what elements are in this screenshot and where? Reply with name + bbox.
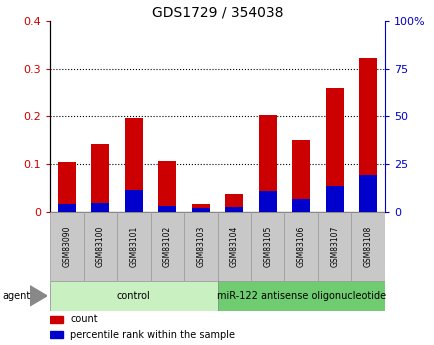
Bar [317,212,351,281]
Text: GSM83106: GSM83106 [296,226,305,267]
Bar [358,58,377,212]
Polygon shape [30,286,47,306]
Text: percentile rank within the sample: percentile rank within the sample [70,330,235,340]
Bar [158,161,176,212]
Bar [191,208,210,212]
Text: GSM83090: GSM83090 [62,226,71,267]
Bar [250,212,284,281]
Bar [50,316,62,323]
Bar [284,212,317,281]
Bar [57,204,76,212]
Text: GSM83101: GSM83101 [129,226,138,267]
Text: count: count [70,314,98,324]
Bar [217,212,250,281]
Bar [150,212,184,281]
Bar [50,331,62,338]
Text: agent: agent [2,291,30,301]
Bar [325,88,343,212]
Title: GDS1729 / 354038: GDS1729 / 354038 [151,6,283,20]
Text: GSM83103: GSM83103 [196,226,205,267]
Bar [124,190,143,212]
Bar [291,199,310,212]
Text: GSM83108: GSM83108 [363,226,372,267]
Bar [217,281,384,310]
Bar [258,191,276,212]
Bar [325,186,343,212]
Bar [158,206,176,212]
Bar [351,212,384,281]
Bar [184,212,217,281]
Text: GSM83104: GSM83104 [229,226,238,267]
Text: GSM83107: GSM83107 [329,226,339,267]
Bar [191,204,210,212]
Bar [124,118,143,212]
Bar [224,207,243,212]
Bar [291,140,310,212]
Text: GSM83105: GSM83105 [263,226,272,267]
Text: miR-122 antisense oligonucleotide: miR-122 antisense oligonucleotide [216,291,385,301]
Bar [50,281,217,310]
Bar [117,212,150,281]
Text: control: control [117,291,150,301]
Bar [224,195,243,212]
Bar [91,203,109,212]
Bar [50,212,83,281]
Bar [83,212,117,281]
Text: GSM83102: GSM83102 [162,226,171,267]
Bar [358,175,377,212]
Bar [258,116,276,212]
Bar [57,162,76,212]
Bar [91,144,109,212]
Text: GSM83100: GSM83100 [95,226,105,267]
